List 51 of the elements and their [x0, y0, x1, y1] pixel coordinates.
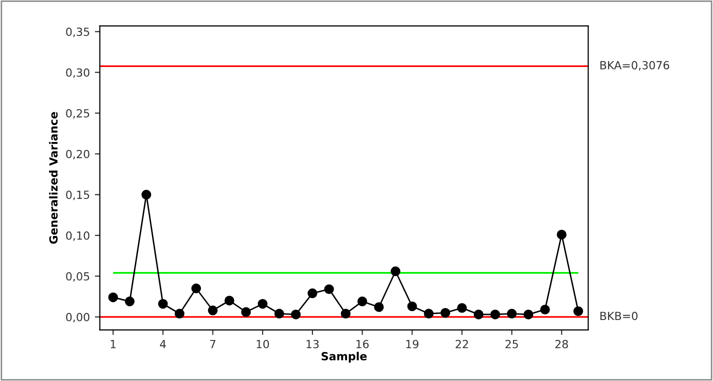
- point: [340, 308, 351, 319]
- point: [474, 310, 484, 320]
- point: [124, 296, 135, 306]
- x-tick-label: 10: [256, 340, 269, 348]
- x-tick-label: 1: [110, 340, 116, 348]
- x-tick-label: 25: [506, 340, 518, 348]
- point: [540, 304, 550, 314]
- y-tick-label: 0,30: [66, 68, 90, 78]
- point: [274, 308, 284, 319]
- point: [324, 284, 334, 294]
- point: [158, 299, 168, 309]
- y-tick-label: 0,05: [66, 272, 90, 282]
- point: [241, 307, 251, 317]
- y-tick-label: 0,35: [66, 28, 90, 38]
- point: [191, 284, 202, 294]
- y-tick-label: 0,00: [66, 312, 90, 322]
- point: [524, 310, 534, 320]
- point: [141, 190, 152, 200]
- x-tick-label: 28: [555, 340, 568, 348]
- point: [573, 306, 584, 316]
- point: [390, 266, 400, 276]
- point: [424, 308, 434, 319]
- point: [407, 301, 417, 312]
- point: [258, 299, 268, 309]
- point: [457, 303, 467, 313]
- y-tick-label: 0,10: [66, 231, 90, 241]
- y-tick-label: 0,20: [66, 150, 90, 160]
- ref-line-label: BKA=0,3076: [600, 60, 670, 71]
- point: [374, 302, 384, 312]
- point: [174, 308, 184, 319]
- y-tick-label: 0,25: [66, 109, 90, 119]
- point: [506, 308, 517, 319]
- y-tick-label: 0,15: [66, 190, 90, 200]
- ref-line-label: BKB=0: [600, 312, 638, 320]
- x-tick-label: 4: [160, 340, 166, 348]
- point: [357, 296, 368, 306]
- point: [208, 306, 218, 316]
- point: [290, 310, 301, 320]
- point: [224, 296, 234, 306]
- point: [556, 230, 567, 240]
- point: [308, 288, 318, 298]
- x-tick-label: 19: [406, 340, 418, 348]
- y-axis-title: Generalized Variance: [49, 112, 58, 244]
- point: [490, 310, 500, 320]
- x-tick-label: 7: [210, 340, 216, 348]
- x-axis-title: Sample: [322, 352, 367, 363]
- point: [108, 292, 118, 302]
- x-tick-label: 16: [356, 340, 369, 348]
- x-tick-label: 13: [306, 340, 319, 348]
- x-tick-label: 22: [456, 340, 468, 348]
- point: [440, 308, 450, 318]
